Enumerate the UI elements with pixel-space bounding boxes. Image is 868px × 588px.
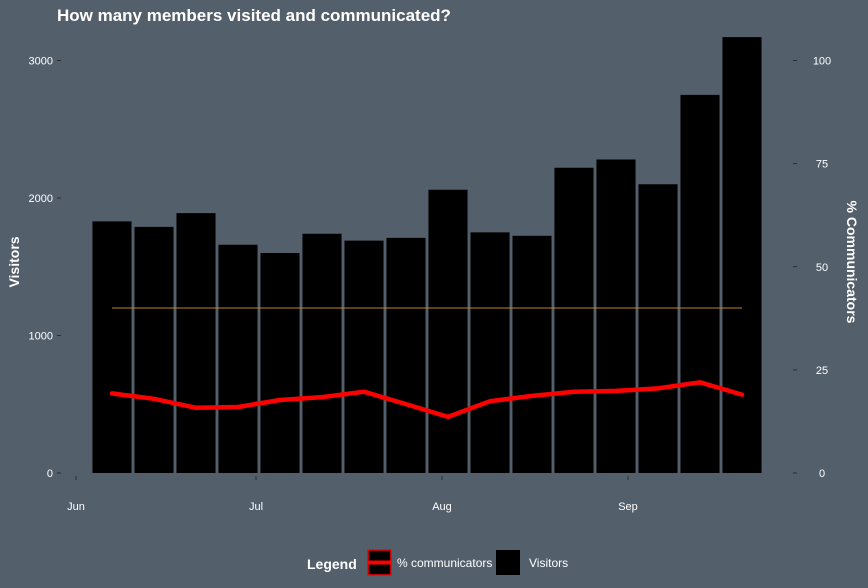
bar-10 bbox=[512, 235, 552, 473]
bar-6 bbox=[344, 240, 384, 473]
bar-9 bbox=[470, 232, 510, 473]
y-tick-label-1: 1000 bbox=[29, 331, 53, 343]
legend-key-communicators bbox=[367, 549, 392, 576]
bar-15 bbox=[722, 37, 762, 473]
legend-title: Legend bbox=[307, 556, 357, 572]
bar-3 bbox=[218, 244, 258, 473]
bar-7 bbox=[386, 237, 426, 473]
y2-tick-label-3: 75 bbox=[816, 159, 828, 171]
y-tick-label-3: 3000 bbox=[29, 56, 53, 68]
y2-tick-label-0: 0 bbox=[819, 468, 825, 480]
legend: Legend % communicators Visitors bbox=[307, 549, 568, 576]
legend-label-visitors: Visitors bbox=[529, 556, 568, 570]
y2-axis-title: % Communicators bbox=[844, 201, 860, 324]
y2-tick-label-4: 100 bbox=[813, 56, 831, 68]
legend-swatch-visitors bbox=[496, 550, 520, 575]
x-tick-label-3: Sep bbox=[618, 501, 638, 513]
bar-13 bbox=[638, 184, 678, 473]
x-tick-label-2: Aug bbox=[432, 501, 452, 513]
bar-12 bbox=[596, 159, 636, 473]
bar-1 bbox=[134, 226, 174, 473]
bar-8 bbox=[428, 189, 468, 473]
y-axis-right: 0 25 50 75 100 bbox=[793, 56, 831, 480]
y-axis-left: 0 1000 2000 3000 bbox=[29, 56, 61, 480]
y-tick-label-0: 0 bbox=[47, 468, 53, 480]
x-tick-label-0: Jun bbox=[67, 501, 85, 513]
bar-14 bbox=[680, 94, 720, 473]
bar-0 bbox=[92, 221, 132, 473]
communicators-line-group bbox=[109, 380, 745, 420]
y2-tick-label-2: 50 bbox=[816, 262, 828, 274]
x-tick-label-1: Jul bbox=[249, 501, 263, 513]
visitors-bars bbox=[92, 37, 762, 473]
y-tick-label-2: 2000 bbox=[29, 193, 53, 205]
bar-4 bbox=[260, 253, 300, 473]
bar-2 bbox=[176, 213, 216, 473]
y2-tick-label-1: 25 bbox=[816, 365, 828, 377]
x-axis: Jun Jul Aug Sep bbox=[67, 476, 638, 513]
chart-title: How many members visited and communicate… bbox=[57, 6, 451, 25]
legend-label-communicators: % communicators bbox=[397, 556, 492, 570]
bar-5 bbox=[302, 233, 342, 473]
bar-11 bbox=[554, 167, 594, 473]
communicators-line bbox=[109, 380, 745, 420]
y-axis-title: Visitors bbox=[6, 236, 22, 287]
